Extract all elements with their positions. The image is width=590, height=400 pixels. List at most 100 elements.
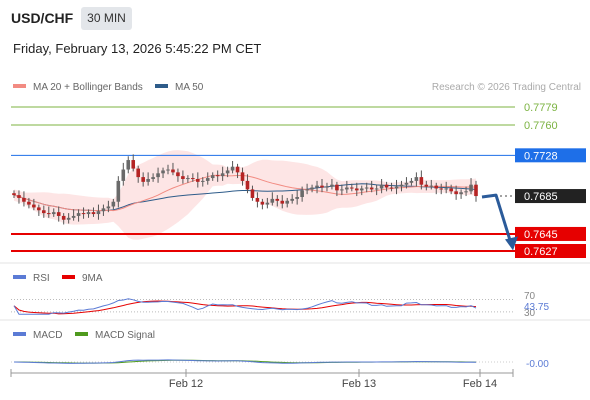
symbol-title: USD/CHF (11, 10, 74, 26)
time-tick-label: Feb 14 (463, 378, 497, 390)
timeframe-button[interactable]: 30 MIN (81, 7, 132, 30)
time-ticks: Feb 12 Feb 13 Feb 14 (169, 369, 497, 390)
candle-body (330, 184, 334, 187)
candle-body (220, 173, 225, 177)
candle-body (240, 172, 245, 181)
candle-body (270, 198, 275, 203)
candle-body (141, 177, 145, 182)
candle-body (235, 166, 240, 173)
candle-body (81, 213, 86, 215)
candle-body (444, 188, 448, 190)
candle-body (56, 212, 61, 216)
candle-body (404, 182, 409, 185)
level-tag-0.7627 (515, 244, 586, 258)
candle-body (17, 195, 21, 198)
candle-body (126, 160, 131, 170)
rsi-ma-line (13, 300, 477, 315)
candle-body (424, 184, 429, 187)
forecast-arrow (481, 193, 513, 244)
candle-body (255, 197, 260, 202)
main-plot: 0.7779 0.7760 0.7728 0.7645 0.7627 0.7685 (11, 102, 586, 258)
rsi-line (13, 298, 477, 315)
candle-body (181, 176, 185, 179)
candle-body (151, 177, 155, 179)
last-price-tag (515, 189, 586, 204)
candle-body (166, 169, 170, 171)
candle-body (225, 170, 230, 174)
candle-body (156, 173, 160, 178)
level-label-0.7779: 0.7779 (524, 102, 558, 114)
rsi-ma-legend-swatch (62, 275, 75, 279)
candle-body (469, 184, 473, 192)
macd-value-label: -0.00 (526, 359, 549, 370)
rsi-ma-legend-label: 9MA (82, 273, 103, 284)
candle-body (280, 200, 285, 204)
candle-body (265, 202, 270, 205)
candle-body (91, 212, 96, 215)
candle-body (32, 204, 36, 208)
candle-body (384, 184, 389, 188)
candle-body (345, 187, 349, 190)
candle-body (230, 166, 235, 171)
candle-body (350, 187, 354, 189)
candle-body (359, 188, 364, 191)
candle-body (290, 198, 294, 201)
candle-body (464, 191, 468, 193)
candle-body (12, 193, 16, 196)
candle-body (285, 200, 290, 204)
candle-body (76, 213, 81, 216)
candle-body (474, 184, 478, 197)
candle-body (305, 189, 309, 191)
candle-body (215, 175, 220, 177)
candle-body (394, 186, 399, 189)
macd-legend-swatch (13, 332, 26, 336)
candle-body (310, 187, 314, 190)
candle-body (116, 180, 121, 202)
last-price-label: 0.7685 (524, 191, 558, 203)
candle-body (419, 177, 424, 185)
candle-body (414, 177, 419, 181)
candle-body (295, 197, 299, 199)
macd-legend-label: MACD (33, 330, 62, 341)
ma20-legend-label: MA 20 + Bollinger Bands (33, 82, 143, 93)
candle-body (275, 198, 280, 201)
ma20-line (13, 174, 477, 212)
forecast-arrowhead (505, 236, 518, 251)
candle-body (161, 170, 165, 174)
candle-body (121, 169, 126, 181)
ma50-legend-swatch (155, 84, 168, 88)
candle-body (210, 175, 215, 179)
candle-body (325, 186, 329, 188)
time-tick-label: Feb 12 (169, 378, 203, 390)
candle-body (101, 208, 106, 212)
candle-body (131, 160, 136, 169)
candle-body (320, 185, 324, 188)
candle-body (374, 188, 379, 190)
ma20-legend-swatch (13, 84, 26, 88)
candle-body (171, 169, 175, 173)
candle-body (22, 197, 26, 202)
candle-body (409, 180, 414, 183)
candle-body (354, 188, 359, 191)
candle-body (389, 187, 394, 189)
level-label-0.7645: 0.7645 (524, 229, 558, 241)
candle-body (86, 212, 91, 215)
candle-body (364, 187, 369, 189)
level-label-0.7728: 0.7728 (524, 150, 558, 162)
candle-body (439, 188, 444, 190)
bollinger-band (14, 150, 476, 240)
candle-body (369, 187, 374, 190)
candle-body (111, 201, 116, 207)
candle-body (106, 206, 111, 209)
candle-body (37, 207, 41, 211)
candle-body (196, 179, 200, 182)
candle-body (315, 185, 319, 188)
candle-body (71, 215, 76, 218)
rsi-plot (11, 298, 515, 315)
ma50-legend-label: MA 50 (175, 82, 204, 93)
candle-body (454, 191, 458, 195)
candle-body (459, 192, 463, 195)
rsi-legend-swatch (13, 275, 26, 279)
candle-body (146, 179, 150, 182)
